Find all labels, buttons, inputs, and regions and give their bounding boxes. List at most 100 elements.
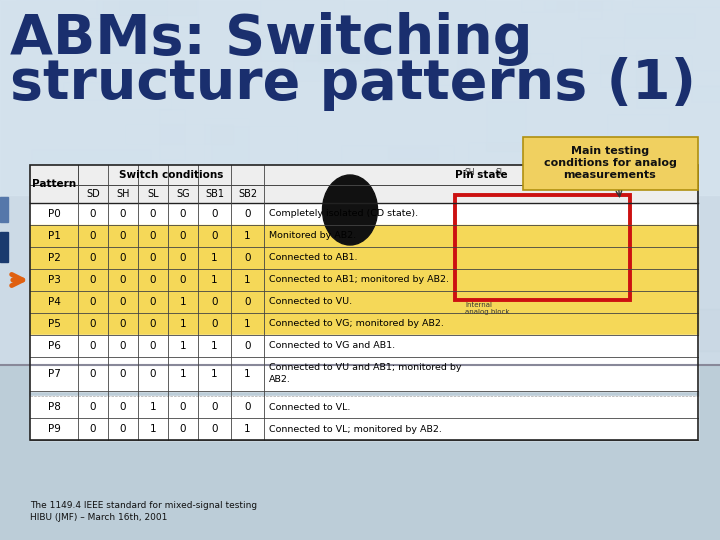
- Text: ABMs: Switching: ABMs: Switching: [10, 12, 533, 66]
- Bar: [366, 50, 466, 85]
- Bar: [0, 197, 8, 222]
- Bar: [690, 86, 720, 102]
- Bar: [318, 30, 367, 63]
- Bar: [30, 313, 698, 335]
- Bar: [455, 195, 630, 300]
- Bar: [521, 0, 574, 12]
- Text: Connected to VG and AB1.: Connected to VG and AB1.: [269, 341, 395, 350]
- Text: P1: P1: [48, 231, 60, 241]
- Bar: [32, 149, 150, 204]
- Text: HIBU (JMF) – March 16th, 2001: HIBU (JMF) – March 16th, 2001: [30, 513, 167, 522]
- Bar: [656, 222, 688, 273]
- Bar: [0, 365, 720, 540]
- Text: 0: 0: [150, 369, 156, 379]
- Bar: [102, 46, 153, 63]
- Bar: [211, 126, 297, 184]
- Text: 0: 0: [120, 424, 126, 434]
- Text: Connected to AB1; monitored by AB2.: Connected to AB1; monitored by AB2.: [269, 275, 449, 285]
- Bar: [647, 309, 720, 351]
- Bar: [531, 178, 648, 232]
- Bar: [30, 418, 698, 440]
- Text: 0: 0: [150, 319, 156, 329]
- Text: SG: SG: [176, 189, 190, 199]
- FancyBboxPatch shape: [523, 137, 698, 190]
- Bar: [541, 157, 647, 202]
- Text: 0: 0: [120, 341, 126, 351]
- Bar: [30, 269, 698, 291]
- Text: P8: P8: [48, 402, 60, 412]
- Bar: [159, 109, 186, 160]
- Bar: [63, 82, 129, 100]
- Text: 0: 0: [150, 275, 156, 285]
- Bar: [120, 0, 197, 27]
- Bar: [544, 0, 614, 10]
- Text: 0: 0: [120, 319, 126, 329]
- Text: 1: 1: [211, 275, 218, 285]
- Bar: [30, 225, 698, 247]
- Bar: [30, 203, 698, 225]
- Bar: [136, 174, 161, 192]
- Bar: [456, 29, 530, 70]
- Bar: [107, 80, 171, 109]
- Bar: [161, 296, 248, 313]
- Text: 0: 0: [211, 209, 217, 219]
- Text: P9: P9: [48, 424, 60, 434]
- Bar: [546, 178, 624, 195]
- Bar: [468, 142, 544, 191]
- Bar: [98, 170, 215, 209]
- Text: 1: 1: [180, 319, 186, 329]
- Text: 0: 0: [150, 231, 156, 241]
- Text: 0: 0: [90, 369, 96, 379]
- Text: SH: SH: [116, 189, 130, 199]
- Text: 0: 0: [120, 275, 126, 285]
- Text: 0: 0: [120, 402, 126, 412]
- Bar: [30, 165, 698, 203]
- Text: Completely isolated (CD state).: Completely isolated (CD state).: [269, 210, 418, 219]
- Text: 0: 0: [120, 231, 126, 241]
- Text: 1: 1: [244, 319, 251, 329]
- Text: Pattern: Pattern: [32, 179, 76, 189]
- Text: SH: SH: [464, 168, 475, 177]
- Text: 0: 0: [90, 231, 96, 241]
- Text: 1: 1: [180, 369, 186, 379]
- Bar: [39, 258, 64, 297]
- Text: 0: 0: [90, 209, 96, 219]
- Bar: [431, 260, 508, 298]
- Bar: [465, 195, 567, 214]
- Bar: [96, 0, 197, 15]
- Text: 0: 0: [244, 341, 251, 351]
- Text: structure patterns (1): structure patterns (1): [10, 57, 696, 111]
- Text: 0: 0: [244, 297, 251, 307]
- Bar: [514, 234, 604, 287]
- Text: 1: 1: [244, 424, 251, 434]
- Bar: [30, 357, 698, 391]
- Text: 0: 0: [180, 231, 186, 241]
- Bar: [456, 25, 522, 48]
- Text: 1: 1: [180, 297, 186, 307]
- Text: 1: 1: [150, 424, 156, 434]
- Text: 0: 0: [211, 297, 217, 307]
- Text: 1: 1: [211, 369, 218, 379]
- Bar: [683, 70, 720, 86]
- Text: 0: 0: [90, 297, 96, 307]
- Text: 0: 0: [90, 275, 96, 285]
- Bar: [132, 292, 200, 313]
- Ellipse shape: [323, 175, 377, 245]
- Text: SD: SD: [86, 189, 100, 199]
- Text: 0: 0: [90, 402, 96, 412]
- Bar: [259, 0, 344, 26]
- Text: 0: 0: [120, 369, 126, 379]
- Text: 0: 0: [244, 253, 251, 263]
- Text: 0: 0: [180, 275, 186, 285]
- Text: 0: 0: [90, 424, 96, 434]
- Bar: [260, 36, 361, 61]
- Text: Connected to VG; monitored by AB2.: Connected to VG; monitored by AB2.: [269, 320, 444, 328]
- Bar: [563, 181, 662, 192]
- Text: 0: 0: [90, 319, 96, 329]
- Bar: [76, 18, 119, 30]
- Bar: [306, 35, 396, 60]
- Text: 0: 0: [150, 253, 156, 263]
- Text: SL: SL: [147, 189, 159, 199]
- Text: 1: 1: [180, 341, 186, 351]
- Bar: [430, 312, 523, 326]
